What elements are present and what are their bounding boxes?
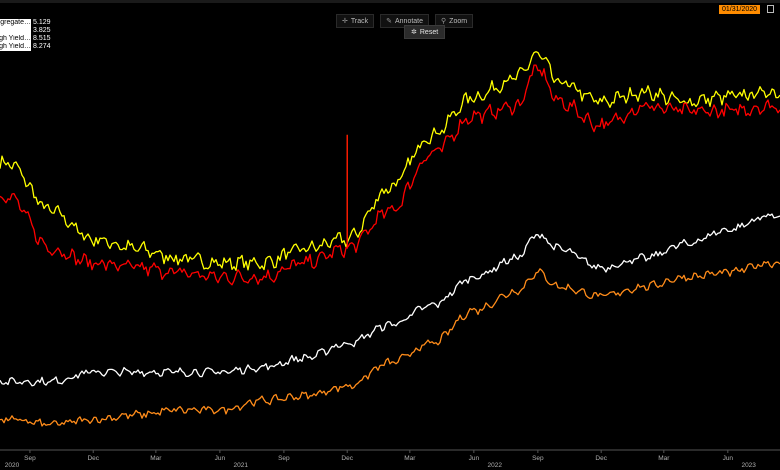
- legend-series-value: 3.825: [33, 27, 51, 34]
- x-tick-label: Dec: [595, 455, 607, 462]
- legend-series-name: [0, 27, 31, 35]
- x-year-label: 2020: [5, 462, 20, 469]
- track-button[interactable]: ✛ Track: [336, 14, 375, 28]
- x-tick-label: Mar: [404, 455, 416, 462]
- series-line-white: [0, 213, 780, 387]
- reset-label: Reset: [419, 28, 439, 36]
- x-tick-label: Mar: [150, 455, 162, 462]
- magnifier-icon: ⚲: [441, 18, 447, 25]
- legend-row: …ggregate 5.129: [0, 19, 51, 27]
- date-range-box[interactable]: 01/31/2020: [719, 5, 761, 14]
- legend-row: 3.825: [0, 27, 51, 35]
- zoom-button[interactable]: ⚲ Zoom: [435, 14, 474, 28]
- zoom-label: Zoom: [449, 17, 468, 25]
- x-tick-label: Mar: [658, 455, 670, 462]
- legend-row: …High Yield 8.274: [0, 43, 51, 51]
- x-tick-label: Jun: [723, 455, 734, 462]
- chart-toolbar: ✛ Track ✎ Annotate ⚲ Zoom: [336, 14, 474, 28]
- legend-series-name: …ggregate: [0, 19, 31, 27]
- legend-series-value: 8.515: [33, 35, 51, 42]
- legend-row: …High Yield 8.515: [0, 35, 51, 43]
- x-year-label: 2022: [487, 462, 502, 469]
- x-tick-label: Jun: [469, 455, 480, 462]
- x-tick-label: Sep: [24, 455, 36, 462]
- top-rule: [0, 0, 780, 3]
- series-line-red: [0, 64, 780, 286]
- x-tick-label: Jun: [215, 455, 226, 462]
- track-label: Track: [350, 17, 369, 25]
- x-tick-label: Sep: [278, 455, 290, 462]
- x-tick-label: Dec: [87, 455, 99, 462]
- legend-series-name: …High Yield: [0, 43, 31, 51]
- x-tick-label: Dec: [341, 455, 353, 462]
- legend-series-name: …High Yield: [0, 35, 31, 43]
- legend: …ggregate 5.129 3.825 …High Yield 8.515 …: [0, 19, 51, 51]
- calendar-icon[interactable]: [767, 5, 774, 13]
- crosshair-icon: ✛: [342, 18, 348, 25]
- series-line-orange: [0, 260, 780, 427]
- reset-button[interactable]: ✲ Reset: [404, 25, 446, 39]
- annotate-label: Annotate: [395, 17, 424, 25]
- pencil-icon: ✎: [386, 18, 392, 25]
- gear-icon: ✲: [411, 29, 417, 36]
- x-year-label: 2023: [741, 462, 756, 469]
- x-year-label: 2021: [234, 462, 249, 469]
- x-tick-label: Sep: [532, 455, 544, 462]
- series-line-yellow: [0, 51, 780, 271]
- legend-series-value: 5.129: [33, 19, 51, 26]
- legend-series-value: 8.274: [33, 43, 51, 50]
